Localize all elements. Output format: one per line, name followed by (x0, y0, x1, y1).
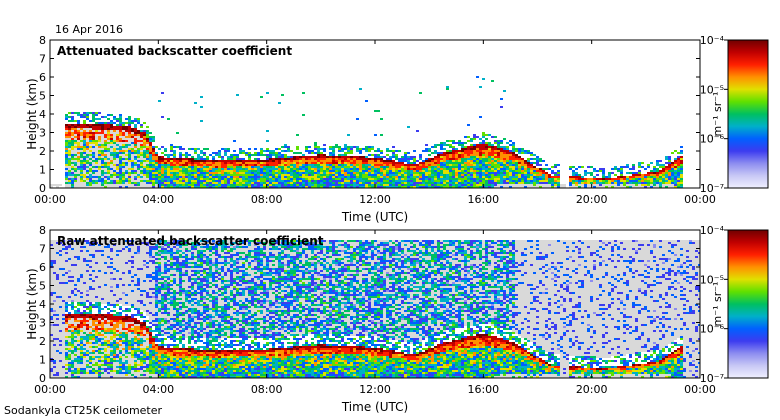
colorbar-tick-label: 10⁻⁷ (700, 372, 724, 385)
colorbar: 10⁻⁴ 10⁻⁵ 10⁻⁶ 10⁻⁷ m⁻¹ sr⁻¹ (700, 224, 769, 385)
y-tick-label: 5 (39, 280, 46, 293)
x-axis-label: Time (UTC) (341, 400, 408, 414)
y-tick-label: 7 (39, 53, 46, 66)
date-label: 16 Apr 2016 (55, 23, 123, 36)
y-tick-label: 6 (39, 71, 46, 84)
colorbar-gradient (727, 39, 769, 189)
x-tick-label: 04:00 (142, 193, 174, 206)
y-tick-label: 4 (39, 108, 46, 121)
colorbar-tick-label: 10⁻⁷ (700, 182, 724, 195)
x-tick-label: 04:00 (142, 383, 174, 396)
x-tick-label: 12:00 (359, 383, 391, 396)
colorbar-unit-label: m⁻¹ sr⁻¹ (711, 92, 724, 137)
x-tick-label: 08:00 (251, 193, 283, 206)
x-tick-label: 00:00 (684, 193, 716, 206)
panel-title: Raw attenuated backscatter coefficient (57, 234, 324, 248)
x-tick-label: 12:00 (359, 193, 391, 206)
colorbar-tick-label: 10⁻⁴ (700, 34, 725, 47)
y-tick-label: 4 (39, 298, 46, 311)
colorbar: 10⁻⁴ 10⁻⁵ 10⁻⁶ 10⁻⁷ m⁻¹ sr⁻¹ (700, 34, 769, 195)
y-tick-label: 3 (39, 317, 46, 330)
y-axis-label: Height (km) (25, 268, 39, 339)
y-tick-label: 0 (39, 372, 46, 385)
colorbar-tick-label: 10⁻⁶ (700, 323, 725, 336)
panel-attenuated-backscatter: Attenuated backscatter coefficient 00:00… (25, 34, 769, 224)
colorbar-unit-label: m⁻¹ sr⁻¹ (711, 282, 724, 327)
x-axis-label: Time (UTC) (341, 210, 408, 224)
panel-title: Attenuated backscatter coefficient (57, 44, 292, 58)
y-tick-label: 1 (39, 164, 46, 177)
y-tick-label: 0 (39, 182, 46, 195)
x-tick-label: 16:00 (467, 383, 499, 396)
heatmap-cells (50, 76, 683, 188)
y-tick-label: 1 (39, 354, 46, 367)
y-tick-label: 2 (39, 335, 46, 348)
y-tick-label: 6 (39, 261, 46, 274)
colorbar-gradient (727, 229, 769, 379)
x-tick-label: 00:00 (684, 383, 716, 396)
y-tick-label: 3 (39, 127, 46, 140)
x-tick-label: 00:00 (34, 383, 66, 396)
colorbar-tick-label: 10⁻⁵ (700, 273, 724, 286)
y-tick-label: 5 (39, 90, 46, 103)
x-tick-label: 08:00 (251, 383, 283, 396)
panel-raw-attenuated-backscatter: Raw attenuated backscatter coefficient 0… (25, 224, 769, 414)
axes: 00:00 04:00 08:00 12:00 16:00 20:00 00:0001234… (34, 224, 716, 396)
x-tick-label: 20:00 (576, 193, 608, 206)
y-tick-label: 2 (39, 145, 46, 158)
x-tick-label: 00:00 (34, 193, 66, 206)
x-tick-label: 20:00 (576, 383, 608, 396)
instrument-footer: Sodankyla CT25K ceilometer (4, 404, 163, 417)
heatmap-cells (50, 240, 700, 378)
y-tick-label: 8 (39, 224, 46, 237)
colorbar-tick-label: 10⁻⁵ (700, 83, 724, 96)
y-axis-label: Height (km) (25, 78, 39, 149)
y-tick-label: 7 (39, 243, 46, 256)
axes: 00:00 04:00 08:00 12:00 16:00 20:00 00:0001234… (34, 34, 716, 206)
y-tick-label: 8 (39, 34, 46, 47)
colorbar-tick-label: 10⁻⁴ (700, 224, 725, 237)
colorbar-tick-label: 10⁻⁶ (700, 133, 725, 146)
x-tick-label: 16:00 (467, 193, 499, 206)
